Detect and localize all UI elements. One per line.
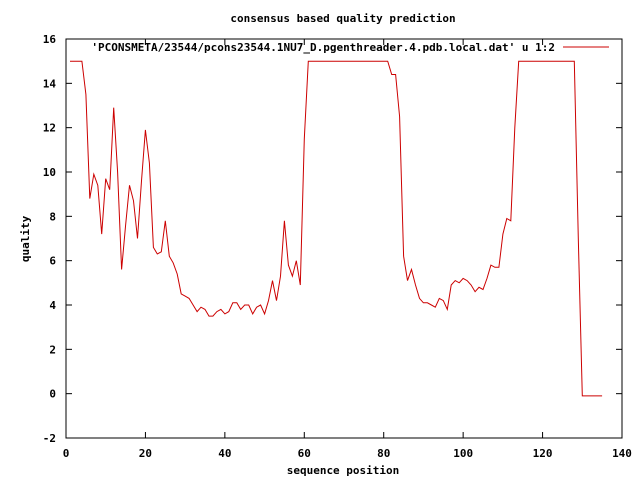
y-tick-label: 4 [49,299,56,312]
x-tick-label: 140 [612,447,632,460]
y-tick-label: 6 [49,255,56,268]
y-tick-label: 10 [43,166,56,179]
plot-frame [65,38,623,439]
series-layer [70,60,603,397]
y-tick-label: 8 [49,210,56,223]
x-tick-label: 40 [218,447,231,460]
series-line [70,60,603,397]
x-axis-label: sequence position [287,464,400,477]
y-tick-label: 16 [43,33,57,46]
x-tick-label: 80 [377,447,390,460]
y-axis-label: quality [19,215,32,262]
legend: 'PCONSMETA/23544/pcons23544.1NU7_D.pgent… [91,41,609,54]
x-tick-label: 20 [139,447,152,460]
chart-title: consensus based quality prediction [230,12,455,25]
y-tick-label: 14 [43,77,57,90]
x-tick-label: 120 [533,447,553,460]
y-tick-label: 2 [49,343,56,356]
x-tick-label: 100 [453,447,473,460]
x-tick-label: 60 [298,447,311,460]
x-tick-label: 0 [63,447,70,460]
y-tick-label: -2 [43,432,56,445]
y-tick-label: 12 [43,122,56,135]
axis-ticks: -2 0 2 4 6 8 10 12 14 16 0 20 40 60 80 100 120 140 [43,33,632,460]
legend-label: 'PCONSMETA/23544/pcons23544.1NU7_D.pgent… [91,41,555,54]
y-tick-label: 0 [49,388,56,401]
